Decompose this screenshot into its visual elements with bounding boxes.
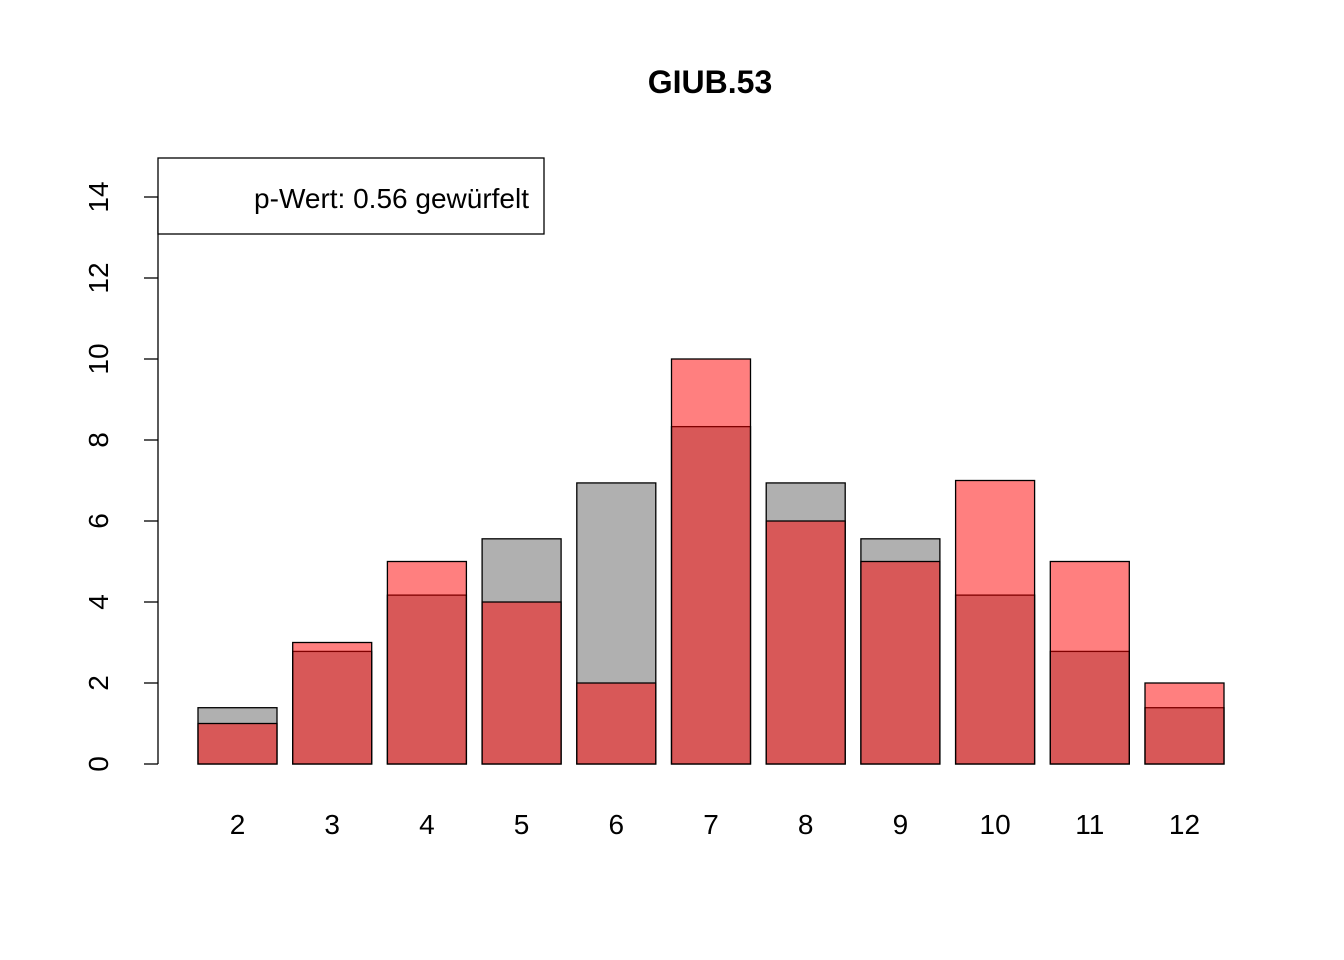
x-tick-label: 7: [703, 809, 719, 840]
x-tick-label: 4: [419, 809, 435, 840]
x-tick-label: 3: [324, 809, 340, 840]
bar-series-1-11: [1049, 560, 1130, 765]
legend: p-Wert: 0.56 gewürfelt: [157, 157, 545, 235]
y-tick-label: 6: [83, 513, 114, 529]
x-tick-label: 5: [514, 809, 530, 840]
bar-series-1-8: [765, 520, 846, 765]
x-tick-label: 6: [609, 809, 625, 840]
x-tick-label: 12: [1169, 809, 1200, 840]
legend-text: p-Wert: 0.56 gewürfelt: [254, 183, 529, 214]
series-1-bars: [197, 358, 1225, 765]
y-tick-label: 12: [83, 262, 114, 293]
x-tick-label: 2: [230, 809, 246, 840]
legend-box: [157, 157, 545, 235]
y-tick-label: 8: [83, 432, 114, 448]
y-axis: 0 2 4 6 8 10 12 14: [83, 181, 159, 772]
y-tick-label: 2: [83, 675, 114, 691]
x-tick-label: 11: [1075, 809, 1104, 840]
bar-series-1-12: [1144, 682, 1225, 765]
x-tick-label: 8: [798, 809, 814, 840]
x-tick-label: 9: [893, 809, 909, 840]
chart-title: GIUB.53: [648, 64, 772, 100]
bar-series-1-4: [386, 560, 468, 765]
bar-series-1-6: [576, 682, 657, 765]
bar-series-1-9: [860, 560, 941, 765]
bar-series-1-3: [292, 641, 373, 765]
bar-series-1-10: [954, 479, 1036, 765]
y-tick-label: 10: [83, 343, 114, 374]
x-tick-label: 10: [980, 809, 1011, 840]
bar-series-1-5: [481, 601, 562, 765]
y-tick-label: 14: [83, 181, 114, 212]
x-axis-labels: 2 3 4 5 6 7 8 9 10 11 12: [230, 809, 1200, 840]
y-tick-label: 0: [83, 756, 114, 772]
y-tick-label: 4: [83, 594, 114, 610]
bar-series-1-7: [670, 358, 752, 765]
bar-series-1-2: [197, 722, 278, 765]
